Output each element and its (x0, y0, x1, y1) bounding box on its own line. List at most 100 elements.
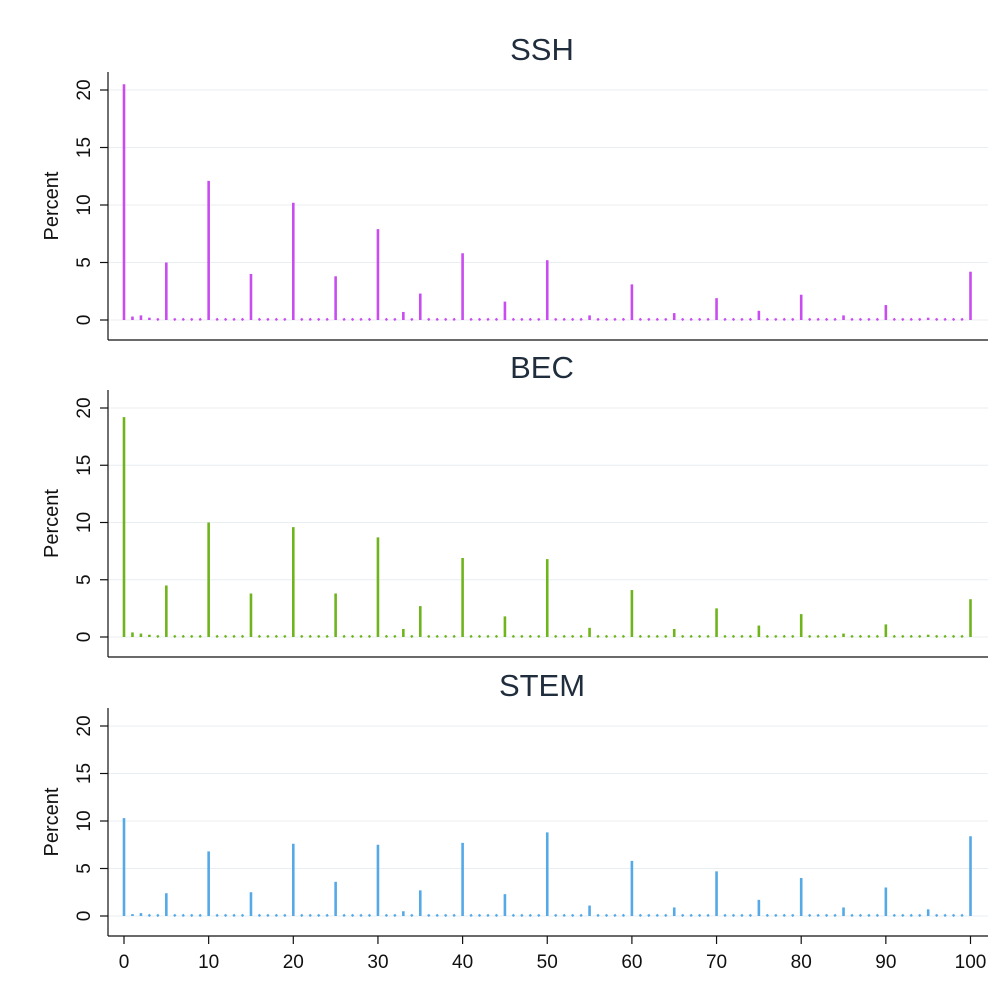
bar-baseline-dot (359, 634, 363, 639)
bar-baseline-dot (257, 913, 262, 918)
bar-baseline-dot (173, 634, 177, 639)
bar-baseline-dot (198, 634, 202, 639)
bar-baseline-dot (520, 634, 524, 639)
bar-baseline-dot (596, 317, 600, 322)
bar-baseline-dot (689, 317, 693, 322)
bar-baseline-dot (325, 634, 329, 639)
bar-baseline-dot (833, 634, 837, 639)
bar-baseline-dot (621, 634, 626, 639)
bar-baseline-dot (816, 634, 820, 639)
bar-baseline-dot (918, 634, 922, 639)
bar-baseline-dot (494, 317, 499, 322)
bar-baseline-dot (528, 317, 532, 322)
bar-baseline-dot (223, 317, 228, 322)
y-tick-label: 5 (74, 574, 95, 585)
bar-baseline-dot (951, 634, 956, 639)
bar-baseline-dot (359, 317, 363, 322)
bar-baseline-dot (689, 634, 693, 639)
bar-baseline-dot (951, 317, 956, 322)
bar-baseline-dot (909, 634, 913, 639)
bar-baseline-dot (824, 913, 829, 918)
bar-baseline-dot (300, 634, 304, 639)
bar-baseline-dot (816, 913, 820, 918)
bar-baseline-dot (858, 317, 863, 322)
x-tick-label: 60 (621, 952, 642, 973)
bar-baseline-dot (494, 634, 499, 639)
bar-baseline-dot (198, 913, 202, 918)
bar-baseline-dot (537, 913, 541, 918)
bar-baseline-dot (850, 634, 854, 639)
bar-baseline-dot (359, 913, 363, 918)
bar-baseline-dot (477, 913, 482, 918)
bar-baseline-dot (655, 317, 659, 322)
bar-baseline-dot (647, 634, 651, 639)
x-tick-label: 40 (452, 952, 473, 973)
bar-baseline-dot (393, 634, 397, 639)
bar-baseline-dot (444, 913, 448, 918)
bar-baseline-dot (723, 634, 727, 639)
bar-baseline-dot (410, 634, 414, 639)
bar-baseline-dot (867, 913, 871, 918)
bar-baseline-dot (173, 913, 177, 918)
y-tick-label: 5 (74, 257, 95, 268)
y-tick-label: 0 (74, 911, 95, 922)
y-axis-label: Percent (41, 489, 63, 558)
bar-baseline-dot (698, 913, 702, 918)
bar-baseline-dot (173, 317, 177, 322)
bar-baseline-dot (706, 634, 710, 639)
bar-baseline-dot (367, 913, 372, 918)
x-tick-label: 10 (198, 952, 219, 973)
bar-baseline-dot (892, 913, 896, 918)
bar-baseline-dot (181, 317, 185, 322)
bar-baseline-dot (960, 317, 964, 322)
bar-baseline-dot (350, 913, 355, 918)
bar-baseline-dot (257, 634, 262, 639)
bar-baseline-dot (655, 634, 659, 639)
bar-baseline-dot (317, 634, 321, 639)
x-tick-label: 20 (283, 952, 304, 973)
bar-baseline-dot (511, 634, 516, 639)
bar-baseline-dot (791, 913, 795, 918)
bar-baseline-dot (664, 913, 668, 918)
bar-baseline-dot (892, 317, 896, 322)
bar-baseline-dot (393, 317, 397, 322)
bar-baseline-dot (875, 634, 880, 639)
bar-baseline-dot (232, 913, 236, 918)
bar-baseline-dot (782, 634, 786, 639)
bar-baseline-dot (901, 913, 905, 918)
bar-baseline-dot (477, 634, 482, 639)
bar-baseline-dot (571, 913, 575, 918)
bar-baseline-dot (528, 634, 532, 639)
bar-baseline-dot (689, 913, 693, 918)
bar-baseline-dot (782, 913, 786, 918)
bar-baseline-dot (384, 317, 389, 322)
bar-baseline-dot (528, 913, 532, 918)
bar-baseline-dot (824, 317, 829, 322)
panel-title: SSH (510, 32, 574, 67)
bar-baseline-dot (384, 913, 389, 918)
y-tick-label: 15 (74, 137, 95, 158)
bar-baseline-dot (655, 913, 659, 918)
bar-baseline-dot (554, 634, 558, 639)
bar-baseline-dot (300, 913, 304, 918)
bar-baseline-dot (435, 317, 439, 322)
bar-baseline-dot (731, 634, 736, 639)
bar-baseline-dot (808, 913, 812, 918)
bar-baseline-dot (596, 913, 600, 918)
bar-baseline-dot (452, 913, 456, 918)
bar-baseline-dot (562, 317, 566, 322)
bar-baseline-dot (681, 634, 685, 639)
bar-baseline-dot (393, 913, 397, 918)
bar-baseline-dot (918, 317, 922, 322)
bar-baseline-dot (867, 317, 871, 322)
bar-baseline-dot (579, 913, 583, 918)
bar-baseline-dot (469, 317, 473, 322)
bar-baseline-dot (240, 317, 245, 322)
y-tick-label: 20 (74, 79, 95, 100)
y-tick-label: 10 (74, 194, 95, 215)
bar-baseline-dot (892, 634, 896, 639)
bar-baseline-dot (791, 634, 795, 639)
bar-baseline-dot (647, 913, 651, 918)
bar-baseline-dot (266, 634, 270, 639)
bar-baseline-dot (367, 634, 372, 639)
